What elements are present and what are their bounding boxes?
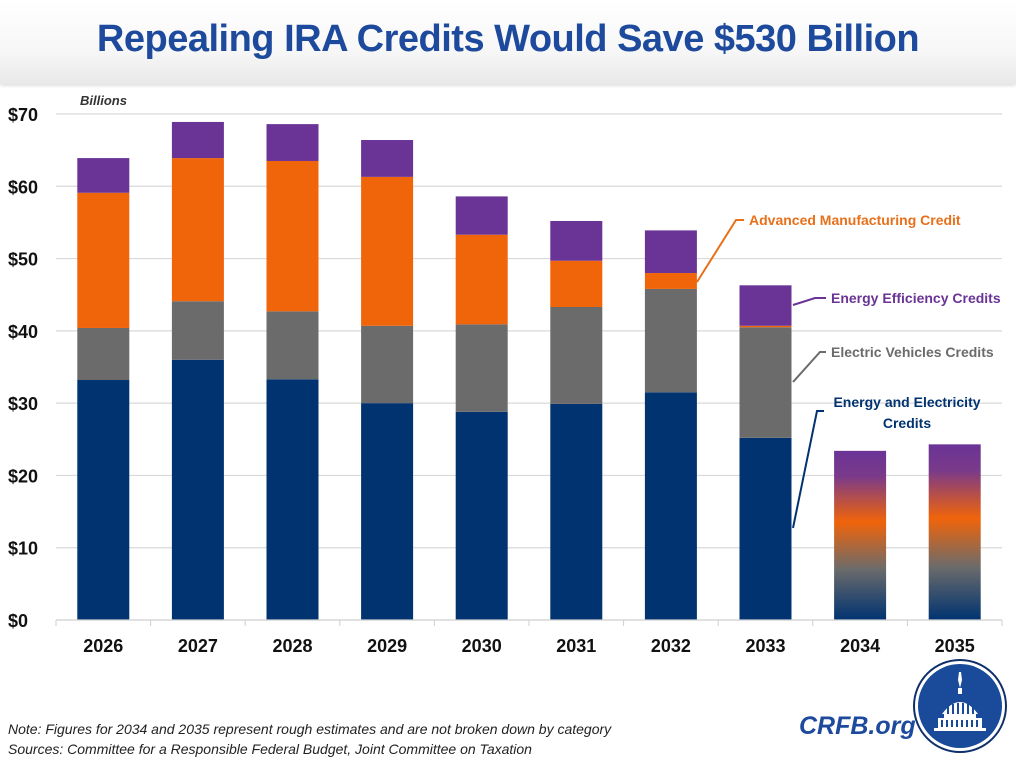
legend-leader-line xyxy=(792,351,826,383)
bar-segment-energy-efficiency-credits-2030 xyxy=(455,196,508,235)
bar-segment-energy-and-electricity-credits-2031 xyxy=(550,403,603,620)
y-tick-label: $10 xyxy=(8,539,38,559)
bar-segment-energy-efficiency-credits-2031 xyxy=(550,220,603,261)
brand-link[interactable]: CRFB.org xyxy=(799,712,916,740)
bar-segment-energy-and-electricity-credits-2028 xyxy=(266,379,319,620)
x-tick-label: 2032 xyxy=(651,636,691,656)
x-tick-label: 2028 xyxy=(272,636,312,656)
bar-segment-energy-efficiency-credits-2027 xyxy=(171,121,224,159)
bar-segment-energy-and-electricity-credits-2033 xyxy=(739,437,792,620)
bar-segment-energy-efficiency-credits-2033 xyxy=(739,285,792,326)
legend-label: Credits xyxy=(883,415,931,431)
stacked-bar-chart: $0 $10 $20 $30 $40 $50 $60 $70 2026 2027 2028 2029 2… xyxy=(8,105,1003,656)
bar-segment-advanced-manufacturing-credit-2027 xyxy=(171,158,224,302)
y-tick-label: $50 xyxy=(8,250,38,270)
bar-segment-advanced-manufacturing-credit-2030 xyxy=(455,234,508,325)
bar-segment-energy-efficiency-credits-2028 xyxy=(266,124,319,161)
y-axis-unit-label: Billions xyxy=(80,93,127,108)
legend-label: Energy and Electricity xyxy=(833,394,980,410)
y-tick-label: $40 xyxy=(8,322,38,342)
bar-segment-energy-efficiency-credits-2032 xyxy=(644,230,697,274)
footnote-note: Note: Figures for 2034 and 2035 represen… xyxy=(8,721,612,737)
x-tick-label: 2027 xyxy=(178,636,218,656)
bar-segment-energy-and-electricity-credits-2026 xyxy=(77,380,130,620)
chart-title: Repealing IRA Credits Would Save $530 Bi… xyxy=(96,18,920,60)
bar-segment-electric-vehicles-credits-2033 xyxy=(739,327,792,438)
x-tick-label: 2035 xyxy=(935,636,975,656)
bar-estimate-2035 xyxy=(928,444,981,620)
x-tick-label: 2033 xyxy=(745,636,785,656)
y-tick-label: $60 xyxy=(8,177,38,197)
legend-label: Advanced Manufacturing Credit xyxy=(749,212,961,228)
y-tick-label: $20 xyxy=(8,466,38,486)
axes: $0 $10 $20 $30 $40 $50 $60 $70 2026 2027 2028 2029 2… xyxy=(8,105,1003,656)
bar-segment-advanced-manufacturing-credit-2032 xyxy=(644,273,697,289)
bars xyxy=(77,121,981,620)
bar-segment-electric-vehicles-credits-2031 xyxy=(550,307,603,404)
bar-segment-electric-vehicles-credits-2027 xyxy=(171,301,224,360)
bar-segment-advanced-manufacturing-credit-2029 xyxy=(361,176,414,326)
legend-leader-line xyxy=(792,297,826,306)
bar-segment-energy-efficiency-credits-2026 xyxy=(77,158,130,193)
legend-leader-line xyxy=(696,219,744,283)
bar-segment-electric-vehicles-credits-2029 xyxy=(361,325,414,404)
bar-segment-advanced-manufacturing-credit-2033 xyxy=(739,325,792,328)
x-tick-label: 2031 xyxy=(556,636,596,656)
legend-leader-line xyxy=(792,410,824,529)
x-tick-label: 2034 xyxy=(840,636,880,656)
bar-segment-energy-and-electricity-credits-2030 xyxy=(455,411,508,620)
legend-label: Energy Efficiency Credits xyxy=(831,290,1001,306)
bar-segment-advanced-manufacturing-credit-2028 xyxy=(266,160,319,312)
legend-label: Electric Vehicles Credits xyxy=(831,344,994,360)
bar-segment-electric-vehicles-credits-2032 xyxy=(644,288,697,393)
bar-segment-energy-efficiency-credits-2029 xyxy=(361,140,414,177)
crfb-capitol-logo-icon xyxy=(913,659,1007,753)
bar-segment-electric-vehicles-credits-2028 xyxy=(266,311,319,380)
bar-segment-advanced-manufacturing-credit-2031 xyxy=(550,260,603,308)
bar-segment-advanced-manufacturing-credit-2026 xyxy=(77,192,130,328)
bar-segment-electric-vehicles-credits-2030 xyxy=(455,324,508,412)
bar-segment-energy-and-electricity-credits-2032 xyxy=(644,392,697,620)
x-tick-label: 2030 xyxy=(462,636,502,656)
bar-segment-electric-vehicles-credits-2026 xyxy=(77,327,130,381)
header-banner: Repealing IRA Credits Would Save $530 Bi… xyxy=(0,0,1016,84)
bar-estimate-2034 xyxy=(834,450,887,620)
bar-segment-energy-and-electricity-credits-2027 xyxy=(171,359,224,620)
x-tick-label: 2026 xyxy=(83,636,123,656)
x-tick-label: 2029 xyxy=(367,636,407,656)
y-tick-label: $0 xyxy=(8,611,28,631)
y-tick-label: $70 xyxy=(8,105,38,125)
legend: Advanced Manufacturing Credit Energy Effi… xyxy=(696,212,1001,529)
footnote-sources: Sources: Committee for a Responsible Fed… xyxy=(8,741,532,757)
bar-segment-energy-and-electricity-credits-2029 xyxy=(361,403,414,620)
y-tick-label: $30 xyxy=(8,394,38,414)
